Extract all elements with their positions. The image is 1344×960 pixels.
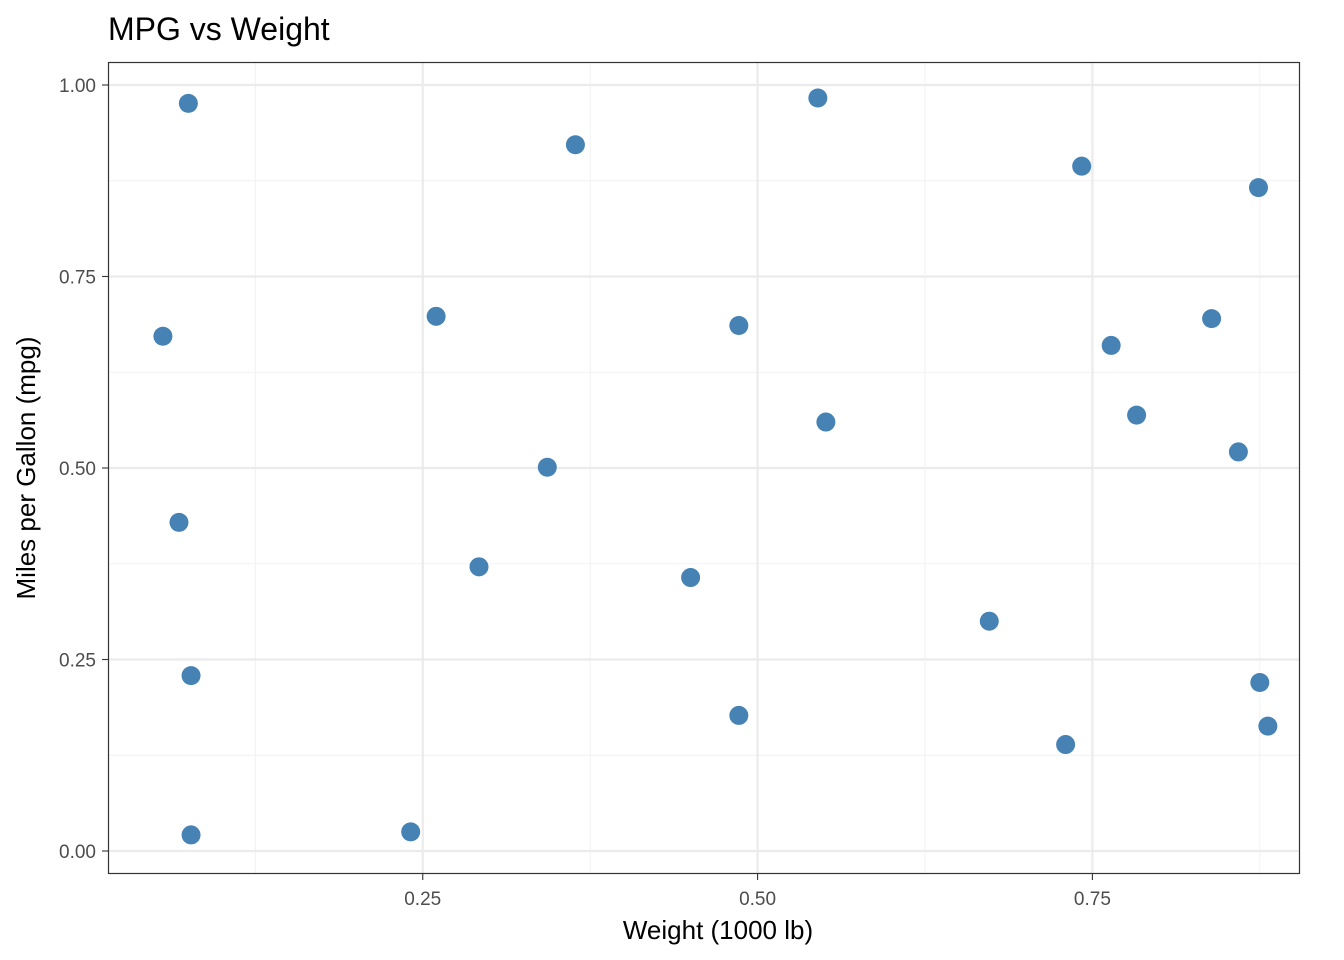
y-tick-label: 0.75 <box>59 267 96 288</box>
data-points <box>153 88 1278 845</box>
y-tick-label: 0.25 <box>59 651 96 672</box>
y-axis-title: Miles per Gallon (mpg) <box>11 337 41 600</box>
data-point <box>537 457 557 477</box>
data-point <box>169 512 189 532</box>
y-tick-label: 1.00 <box>59 76 96 97</box>
plot-panel-border <box>107 61 1301 875</box>
data-point <box>979 611 999 631</box>
data-point <box>426 306 446 326</box>
data-point <box>729 705 749 725</box>
data-point <box>1248 178 1268 198</box>
data-point <box>178 93 198 113</box>
x-tick-label: 0.75 <box>1074 889 1111 910</box>
data-point <box>1056 735 1076 755</box>
data-point <box>401 822 421 842</box>
data-point <box>816 412 836 432</box>
data-point <box>1202 309 1222 329</box>
data-point <box>1127 405 1147 425</box>
data-point <box>1101 335 1121 355</box>
data-point <box>469 557 489 577</box>
chart-title: MPG vs Weight <box>108 11 330 47</box>
data-point <box>681 568 701 588</box>
y-tick-label: 0.00 <box>59 842 96 863</box>
major-gridlines <box>108 62 1300 874</box>
data-point <box>1258 716 1278 736</box>
data-point <box>1250 672 1270 692</box>
y-tick-label: 0.50 <box>59 459 96 480</box>
data-point <box>181 666 201 686</box>
data-point <box>1228 442 1248 462</box>
data-point <box>729 316 749 336</box>
data-point <box>1072 156 1092 176</box>
data-point <box>565 135 585 155</box>
data-point <box>153 326 173 346</box>
data-point <box>181 825 201 845</box>
minor-gridlines <box>108 62 1300 874</box>
x-axis-title: Weight (1000 lb) <box>623 915 813 945</box>
x-axis: 0.25 0.50 0.75 <box>404 874 1111 910</box>
data-point <box>808 88 828 108</box>
x-tick-label: 0.50 <box>739 889 776 910</box>
y-axis: 0.00 0.25 0.50 0.75 1.00 <box>59 76 108 863</box>
x-tick-label: 0.25 <box>404 889 441 910</box>
